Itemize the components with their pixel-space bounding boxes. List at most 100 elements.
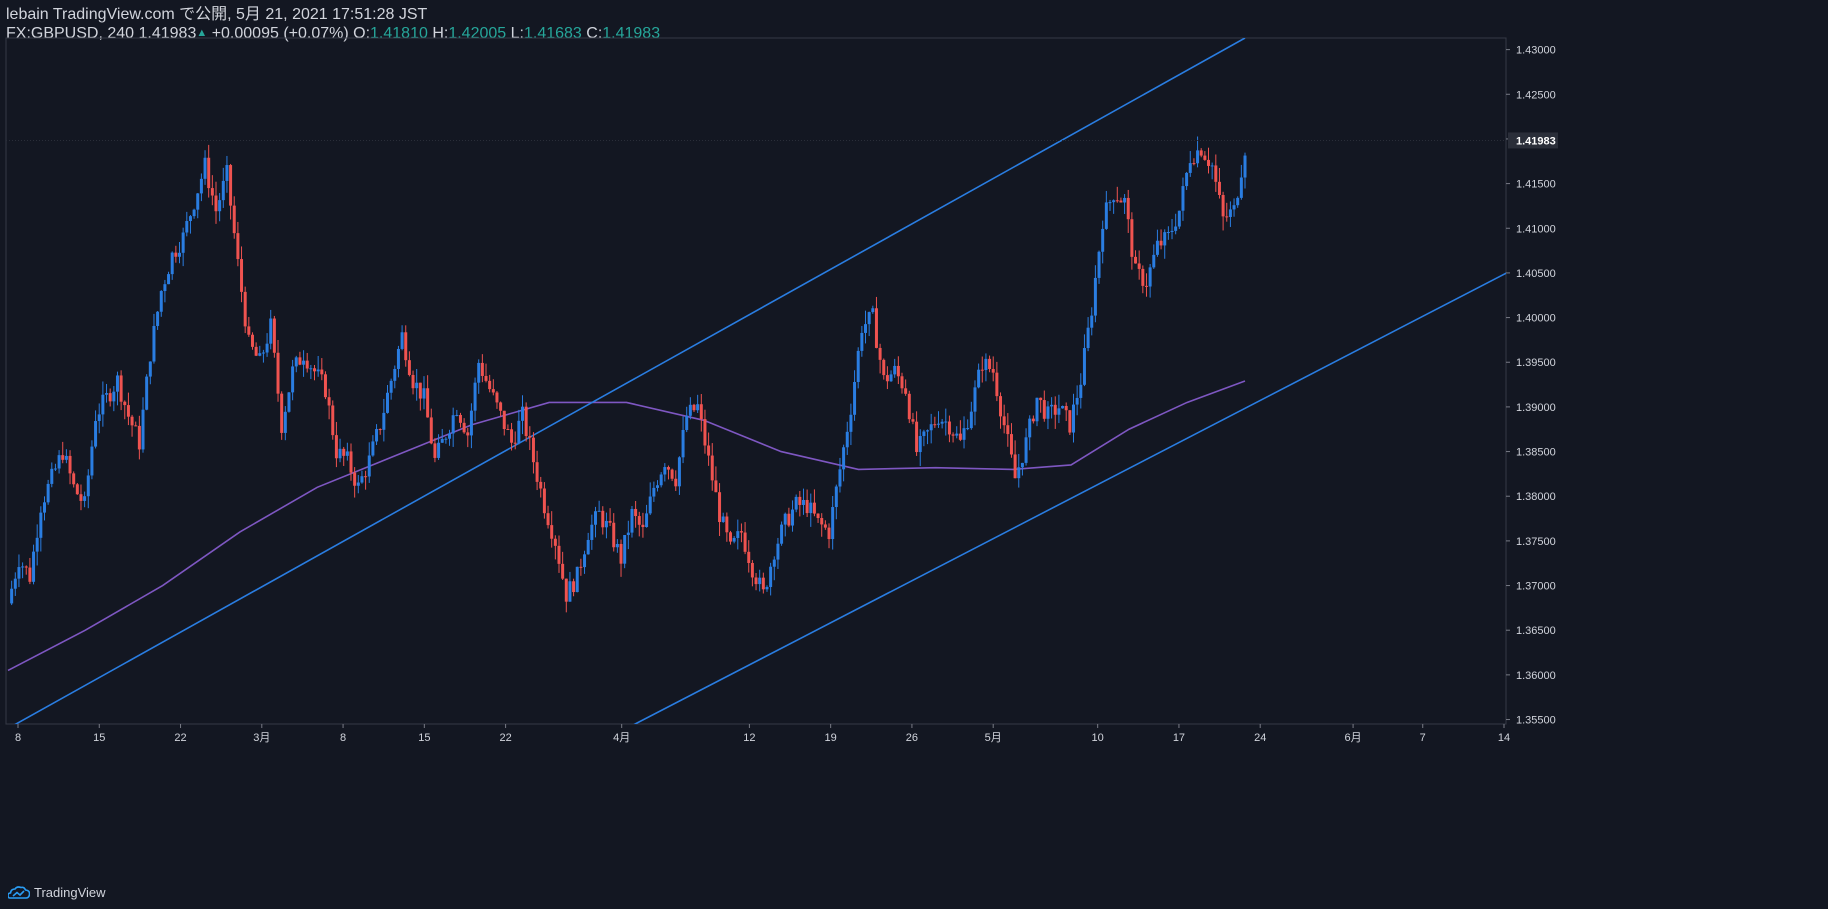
- candle-body: [1024, 437, 1028, 463]
- candle-body: [64, 455, 68, 460]
- candle-body: [561, 563, 565, 579]
- candle-body: [528, 436, 532, 438]
- candle-body: [871, 308, 875, 313]
- candle-body: [623, 535, 627, 564]
- candle-body: [1152, 254, 1156, 268]
- candle-body: [907, 393, 911, 420]
- candle-body: [951, 434, 955, 436]
- candle-body: [688, 404, 692, 416]
- candle-body: [958, 433, 962, 440]
- tradingview-logo[interactable]: TradingView: [8, 885, 106, 900]
- candle-body: [681, 429, 685, 458]
- candle-body: [323, 374, 327, 398]
- candle-body: [955, 433, 959, 436]
- footer-brand: TradingView: [34, 885, 106, 900]
- candle-body: [699, 404, 703, 420]
- candle-body: [338, 448, 342, 459]
- candle-body: [1134, 256, 1138, 264]
- candle-body: [1166, 232, 1170, 234]
- channel-upper-trendline[interactable]: [8, 38, 1246, 728]
- candle-body: [1006, 425, 1010, 435]
- candle-body: [663, 467, 667, 475]
- candle-body: [575, 566, 579, 593]
- time-axis-label: 22: [499, 732, 511, 744]
- candle-body: [484, 375, 488, 381]
- candle-body: [1207, 159, 1211, 166]
- candle-body: [513, 442, 517, 444]
- candle-body: [820, 518, 824, 525]
- candle-body: [480, 362, 484, 376]
- candle-body: [619, 543, 623, 564]
- price-axis-label: 1.37500: [1516, 536, 1556, 548]
- price-axis-label: 1.38500: [1516, 447, 1556, 459]
- candle-body: [1097, 251, 1101, 278]
- candle-body: [904, 388, 908, 394]
- candle-body: [1013, 454, 1017, 479]
- candle-body: [364, 476, 368, 478]
- candle-body: [207, 157, 211, 189]
- candle-body: [1221, 194, 1225, 217]
- candle-body: [849, 414, 853, 432]
- candle-body: [1064, 405, 1068, 411]
- candle-body: [1170, 230, 1174, 233]
- candle-body: [141, 409, 145, 450]
- candle-body: [783, 513, 787, 525]
- candle-body: [148, 361, 152, 377]
- up-arrow-icon: ▲: [196, 27, 208, 39]
- time-axis-label: 15: [93, 732, 105, 744]
- candle-body: [867, 312, 871, 325]
- candle-body: [1115, 200, 1119, 202]
- candle-body: [17, 567, 21, 579]
- candle-body: [805, 499, 809, 514]
- candle-body: [597, 510, 601, 512]
- candle-body: [842, 447, 846, 470]
- candle-body: [838, 469, 842, 487]
- candle-body: [517, 420, 521, 444]
- time-axis-label: 7: [1420, 732, 1426, 744]
- candle-body: [1002, 416, 1006, 426]
- candle-body: [1217, 181, 1221, 195]
- candle-body: [725, 516, 729, 533]
- candle-body: [553, 538, 557, 546]
- candle-body: [1203, 155, 1207, 160]
- candle-body: [882, 359, 886, 376]
- candle-body: [999, 396, 1003, 417]
- candle-body: [885, 375, 889, 382]
- candle-body: [316, 369, 320, 372]
- tradingview-cloud-icon: [8, 885, 30, 899]
- candle-body: [221, 180, 225, 201]
- candle-body: [1071, 404, 1075, 433]
- candle-body: [75, 484, 79, 495]
- candle-body: [1177, 210, 1181, 227]
- candle-body: [739, 531, 743, 533]
- candle-body: [119, 375, 123, 402]
- candle-body: [750, 562, 754, 578]
- candle-body: [1137, 263, 1141, 269]
- price-axis-label: 1.40500: [1516, 268, 1556, 280]
- candle-body: [831, 507, 835, 540]
- price-axis-label: 1.40000: [1516, 313, 1556, 325]
- candle-body: [385, 392, 389, 413]
- candle-body: [1123, 197, 1127, 203]
- candle-body: [1199, 150, 1203, 156]
- candle-body: [473, 382, 477, 411]
- time-axis-label: 8: [340, 732, 346, 744]
- candle-body: [294, 357, 298, 367]
- time-axis-label: 5月: [985, 732, 1002, 744]
- channel-lower-trendline[interactable]: [627, 228, 1593, 728]
- candle-body: [334, 435, 338, 459]
- candle-body: [229, 165, 233, 206]
- candle-body: [703, 419, 707, 446]
- candle-body: [1214, 165, 1218, 182]
- candle-body: [1130, 219, 1134, 257]
- candle-body: [1104, 202, 1108, 229]
- moving-average-line: [7, 380, 1246, 672]
- candle-body: [115, 375, 119, 392]
- candle-body: [874, 308, 878, 348]
- candle-body: [214, 195, 218, 212]
- candle-body: [203, 157, 207, 179]
- candle-body: [309, 368, 313, 370]
- candle-body: [583, 554, 587, 568]
